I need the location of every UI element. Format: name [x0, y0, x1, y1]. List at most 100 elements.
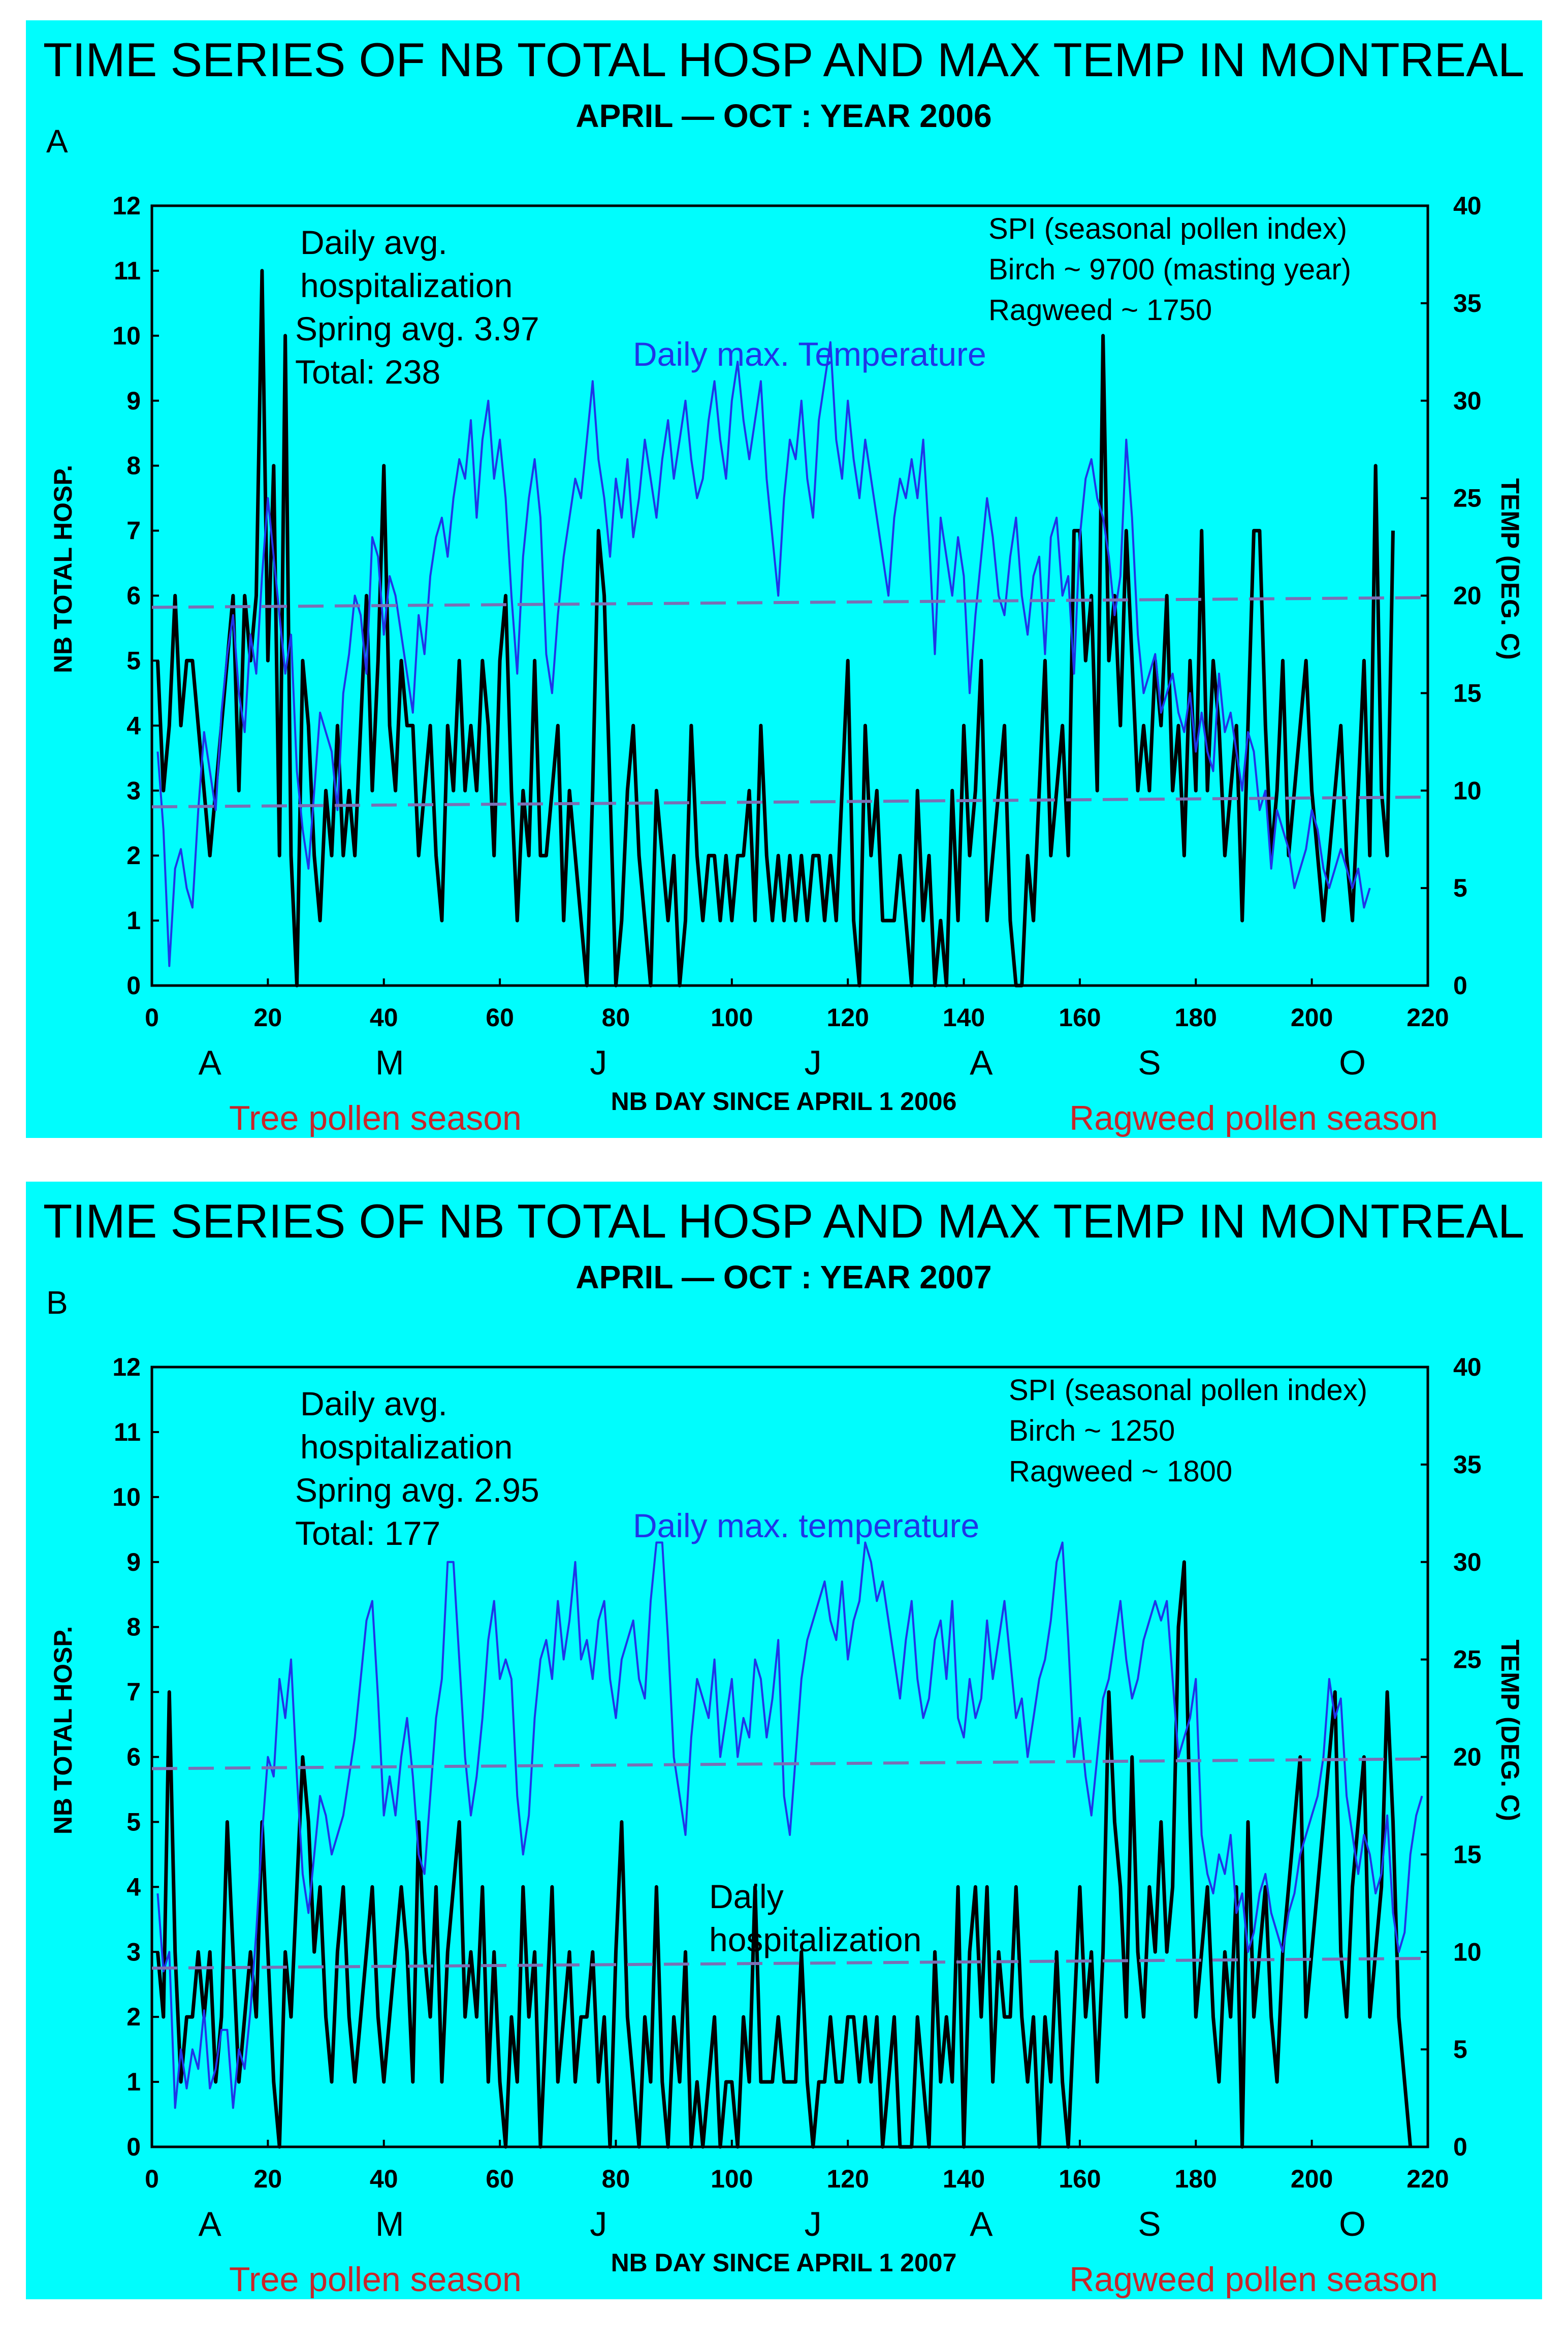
x-tick-label: 20 [254, 1003, 282, 1032]
y-left-tick-label: 1 [126, 906, 141, 935]
y-left-tick-label: 11 [114, 257, 141, 285]
y-axis-right-label: TEMP (DEG. C) [1496, 478, 1524, 659]
y-right-tick-label: 30 [1453, 1548, 1482, 1576]
x-tick-label: 80 [602, 1003, 630, 1032]
y-left-tick-label: 4 [126, 711, 141, 740]
hosp-trend-dashed-line [151, 1957, 1428, 1970]
y-left-tick-label: 6 [126, 582, 141, 610]
spi-birch: Birch ~ 9700 (masting year) [988, 253, 1351, 286]
month-label: O [1339, 1043, 1366, 1082]
x-tick-label: 60 [486, 1003, 514, 1032]
month-label: S [1138, 2205, 1161, 2243]
y-right-tick-label: 5 [1453, 874, 1467, 902]
spi-ragweed: Ragweed ~ 1800 [1009, 1455, 1232, 1488]
ragweed-pollen-season-label: Ragweed pollen season [1069, 1099, 1438, 1137]
avg-label-line1: Daily avg. [300, 1385, 447, 1422]
y-left-tick-label: 10 [112, 322, 141, 350]
x-tick-label: 80 [602, 2165, 630, 2193]
x-axis-label: NB DAY SINCE APRIL 1 2007 [611, 2248, 957, 2277]
x-tick-label: 20 [254, 2165, 282, 2193]
y-right-tick-label: 25 [1453, 484, 1482, 513]
panel-a: TIME SERIES OF NB TOTAL HOSP AND MAX TEM… [26, 20, 1542, 1138]
x-tick-label: 200 [1291, 1003, 1333, 1032]
x-tick-label: 140 [943, 1003, 985, 1032]
y-left-tick-label: 8 [126, 452, 141, 480]
y-left-tick-label: 4 [126, 1873, 141, 1901]
chart-subtitle: APRIL — OCT : YEAR 2007 [575, 1259, 991, 1295]
y-right-tick-label: 10 [1453, 776, 1482, 805]
x-tick-label: 220 [1406, 2165, 1449, 2193]
chart-title: TIME SERIES OF NB TOTAL HOSP AND MAX TEM… [43, 1194, 1524, 1248]
y-left-tick-label: 9 [126, 387, 141, 415]
temp-trend-dashed-line [151, 596, 1428, 609]
hosp-series-label-line1: Daily [709, 1878, 784, 1915]
y-right-tick-label: 40 [1453, 1353, 1482, 1381]
y-axis-left-label: NB TOTAL HOSP. [49, 1626, 77, 1834]
y-left-tick-label: 1 [126, 2068, 141, 2096]
y-left-tick-label: 2 [126, 841, 141, 870]
y-left-tick-label: 5 [126, 1808, 141, 1836]
y-left-tick-label: 12 [112, 192, 141, 220]
y-right-tick-label: 35 [1453, 1450, 1482, 1479]
x-tick-label: 100 [711, 1003, 753, 1032]
x-tick-label: 220 [1406, 1003, 1449, 1032]
chart-subtitle: APRIL — OCT : YEAR 2006 [575, 98, 991, 134]
hospitalization-series-line [155, 1560, 1413, 2149]
chart-title: TIME SERIES OF NB TOTAL HOSP AND MAX TEM… [43, 33, 1524, 86]
tree-pollen-season-label: Tree pollen season [229, 2260, 522, 2299]
temp-series-label: Daily max. Temperature [633, 335, 986, 373]
panel-letter: B [46, 1284, 68, 1321]
spi-birch: Birch ~ 1250 [1009, 1414, 1175, 1447]
x-tick-label: 140 [943, 2165, 985, 2193]
month-label: J [805, 2205, 822, 2243]
y-right-tick-label: 20 [1453, 1743, 1482, 1771]
spring-avg-label: Spring avg. 2.95 [295, 1471, 539, 1509]
y-right-tick-label: 10 [1453, 1938, 1482, 1966]
y-axis-left-label: NB TOTAL HOSP. [49, 465, 77, 673]
tree-pollen-season-label: Tree pollen season [229, 1099, 522, 1137]
month-label: S [1138, 1043, 1161, 1082]
x-tick-label: 160 [1059, 1003, 1101, 1032]
hosp-trend-dashed-line [151, 796, 1428, 809]
ragweed-pollen-season-label: Ragweed pollen season [1069, 2260, 1438, 2299]
y-right-tick-label: 15 [1453, 679, 1482, 707]
panel-b: TIME SERIES OF NB TOTAL HOSP AND MAX TEM… [26, 1182, 1542, 2299]
panel-letter: A [46, 123, 68, 160]
x-tick-label: 40 [370, 2165, 398, 2193]
y-right-tick-label: 0 [1453, 971, 1467, 1000]
x-tick-label: 120 [826, 1003, 869, 1032]
month-label: J [590, 1043, 607, 1082]
y-left-tick-label: 2 [126, 2003, 141, 2031]
month-label: J [590, 2205, 607, 2243]
x-tick-label: 60 [486, 2165, 514, 2193]
y-left-tick-label: 7 [126, 517, 141, 545]
y-right-tick-label: 30 [1453, 387, 1482, 415]
y-left-tick-label: 9 [126, 1548, 141, 1576]
month-label: O [1339, 2205, 1366, 2243]
y-right-tick-label: 5 [1453, 2035, 1467, 2064]
y-left-tick-label: 10 [112, 1483, 141, 1511]
x-tick-label: 0 [145, 2165, 159, 2193]
x-tick-label: 40 [370, 1003, 398, 1032]
chart-a-svg: TIME SERIES OF NB TOTAL HOSP AND MAX TEM… [43, 33, 1524, 1137]
month-label: J [805, 1043, 822, 1082]
month-label: A [970, 2205, 993, 2243]
y-right-tick-label: 25 [1453, 1645, 1482, 1674]
month-label: A [970, 1043, 993, 1082]
month-label: A [199, 2205, 222, 2243]
y-left-tick-label: 6 [126, 1743, 141, 1771]
total-label: Total: 238 [295, 353, 440, 391]
x-tick-label: 200 [1291, 2165, 1333, 2193]
temperature-series-line [156, 1541, 1423, 2109]
y-right-tick-label: 40 [1453, 192, 1482, 220]
y-left-tick-label: 11 [114, 1418, 141, 1446]
spi-title: SPI (seasonal pollen index) [1009, 1374, 1367, 1407]
month-label: A [199, 1043, 222, 1082]
hospitalization-series-line [155, 269, 1395, 988]
y-left-tick-label: 0 [126, 2133, 141, 2161]
chart-b-svg: TIME SERIES OF NB TOTAL HOSP AND MAX TEM… [43, 1194, 1524, 2299]
y-right-tick-label: 20 [1453, 582, 1482, 610]
spi-ragweed: Ragweed ~ 1750 [988, 294, 1212, 327]
temperature-series-line [156, 341, 1371, 967]
y-left-tick-label: 5 [126, 646, 141, 675]
